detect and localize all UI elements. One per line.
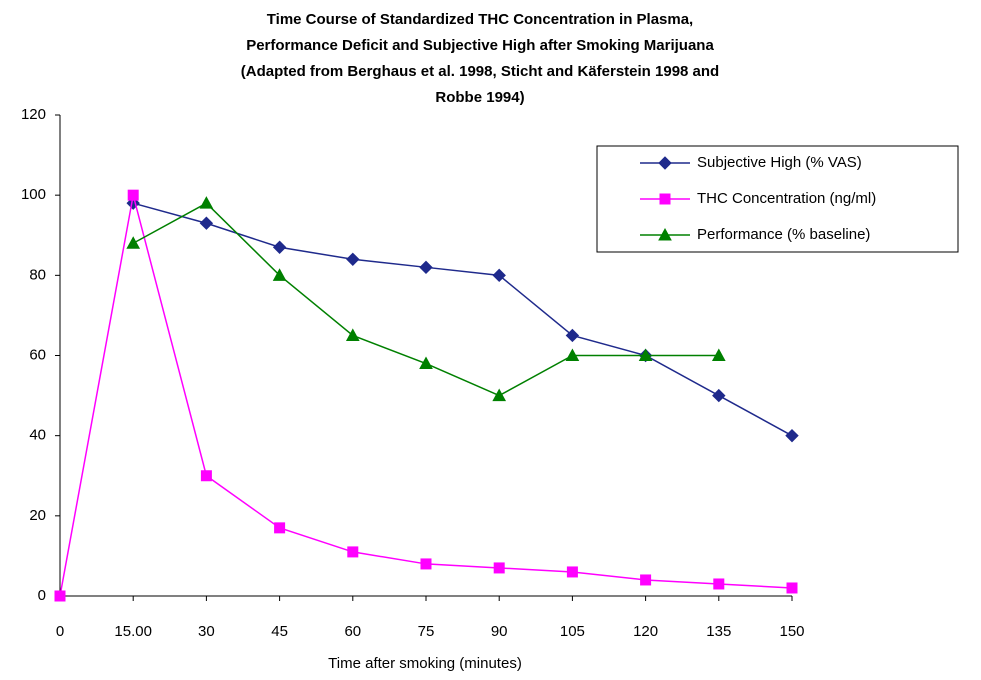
y-tick-label: 120 xyxy=(21,106,46,123)
marker xyxy=(566,566,578,578)
x-tick-label: 150 xyxy=(779,623,804,640)
legend-label: THC Concentration (ng/ml) xyxy=(697,190,876,207)
y-tick-label: 0 xyxy=(38,587,46,604)
x-tick-label: 0 xyxy=(56,623,64,640)
marker xyxy=(199,196,214,209)
legend-label: Performance (% baseline) xyxy=(697,226,870,243)
marker xyxy=(200,470,212,482)
marker xyxy=(785,428,799,443)
marker xyxy=(786,582,798,594)
y-tick-label: 20 xyxy=(29,507,46,524)
series-line xyxy=(59,194,793,597)
marker xyxy=(640,574,652,586)
marker xyxy=(638,348,653,361)
marker xyxy=(347,546,359,558)
x-tick-label: 105 xyxy=(560,623,585,640)
x-tick-label: 60 xyxy=(344,623,361,640)
marker xyxy=(565,348,580,361)
chart-title: Time Course of Standardized THC Concentr… xyxy=(267,11,693,28)
chart-title: Performance Deficit and Subjective High … xyxy=(246,37,714,54)
series-line xyxy=(133,202,793,437)
legend-marker xyxy=(658,156,672,170)
x-tick-label: 30 xyxy=(198,623,215,640)
marker xyxy=(565,328,580,343)
y-tick-label: 40 xyxy=(29,427,46,444)
marker xyxy=(272,268,287,281)
x-tick-label: 120 xyxy=(633,623,658,640)
y-tick-label: 60 xyxy=(29,346,46,363)
marker xyxy=(127,189,139,201)
y-tick-label: 100 xyxy=(21,186,46,203)
y-tick-label: 80 xyxy=(29,266,46,283)
x-tick-label: 135 xyxy=(706,623,731,640)
x-tick-label: 75 xyxy=(418,623,435,640)
marker xyxy=(492,268,506,283)
marker xyxy=(199,216,214,230)
marker xyxy=(711,348,726,361)
marker xyxy=(419,260,433,275)
chart-title: (Adapted from Berghaus et al. 1998, Stic… xyxy=(241,63,719,80)
marker xyxy=(126,236,141,249)
marker xyxy=(492,388,507,402)
marker xyxy=(345,328,360,341)
chart-title: Robbe 1994) xyxy=(435,89,524,106)
legend-marker xyxy=(659,193,671,205)
legend-label: Subjective High (% VAS) xyxy=(697,154,862,171)
x-tick-label: 90 xyxy=(491,623,508,640)
x-tick-label: 45 xyxy=(271,623,288,640)
marker xyxy=(274,522,286,534)
marker xyxy=(419,356,433,370)
marker xyxy=(712,388,726,403)
marker xyxy=(713,578,725,590)
marker xyxy=(272,240,287,254)
marker xyxy=(54,590,66,602)
marker xyxy=(420,558,432,570)
x-tick-label: 15.00 xyxy=(114,623,152,640)
legend-marker xyxy=(658,227,672,241)
x-axis-label: Time after smoking (minutes) xyxy=(328,655,522,672)
marker xyxy=(493,562,505,574)
marker xyxy=(346,252,360,267)
